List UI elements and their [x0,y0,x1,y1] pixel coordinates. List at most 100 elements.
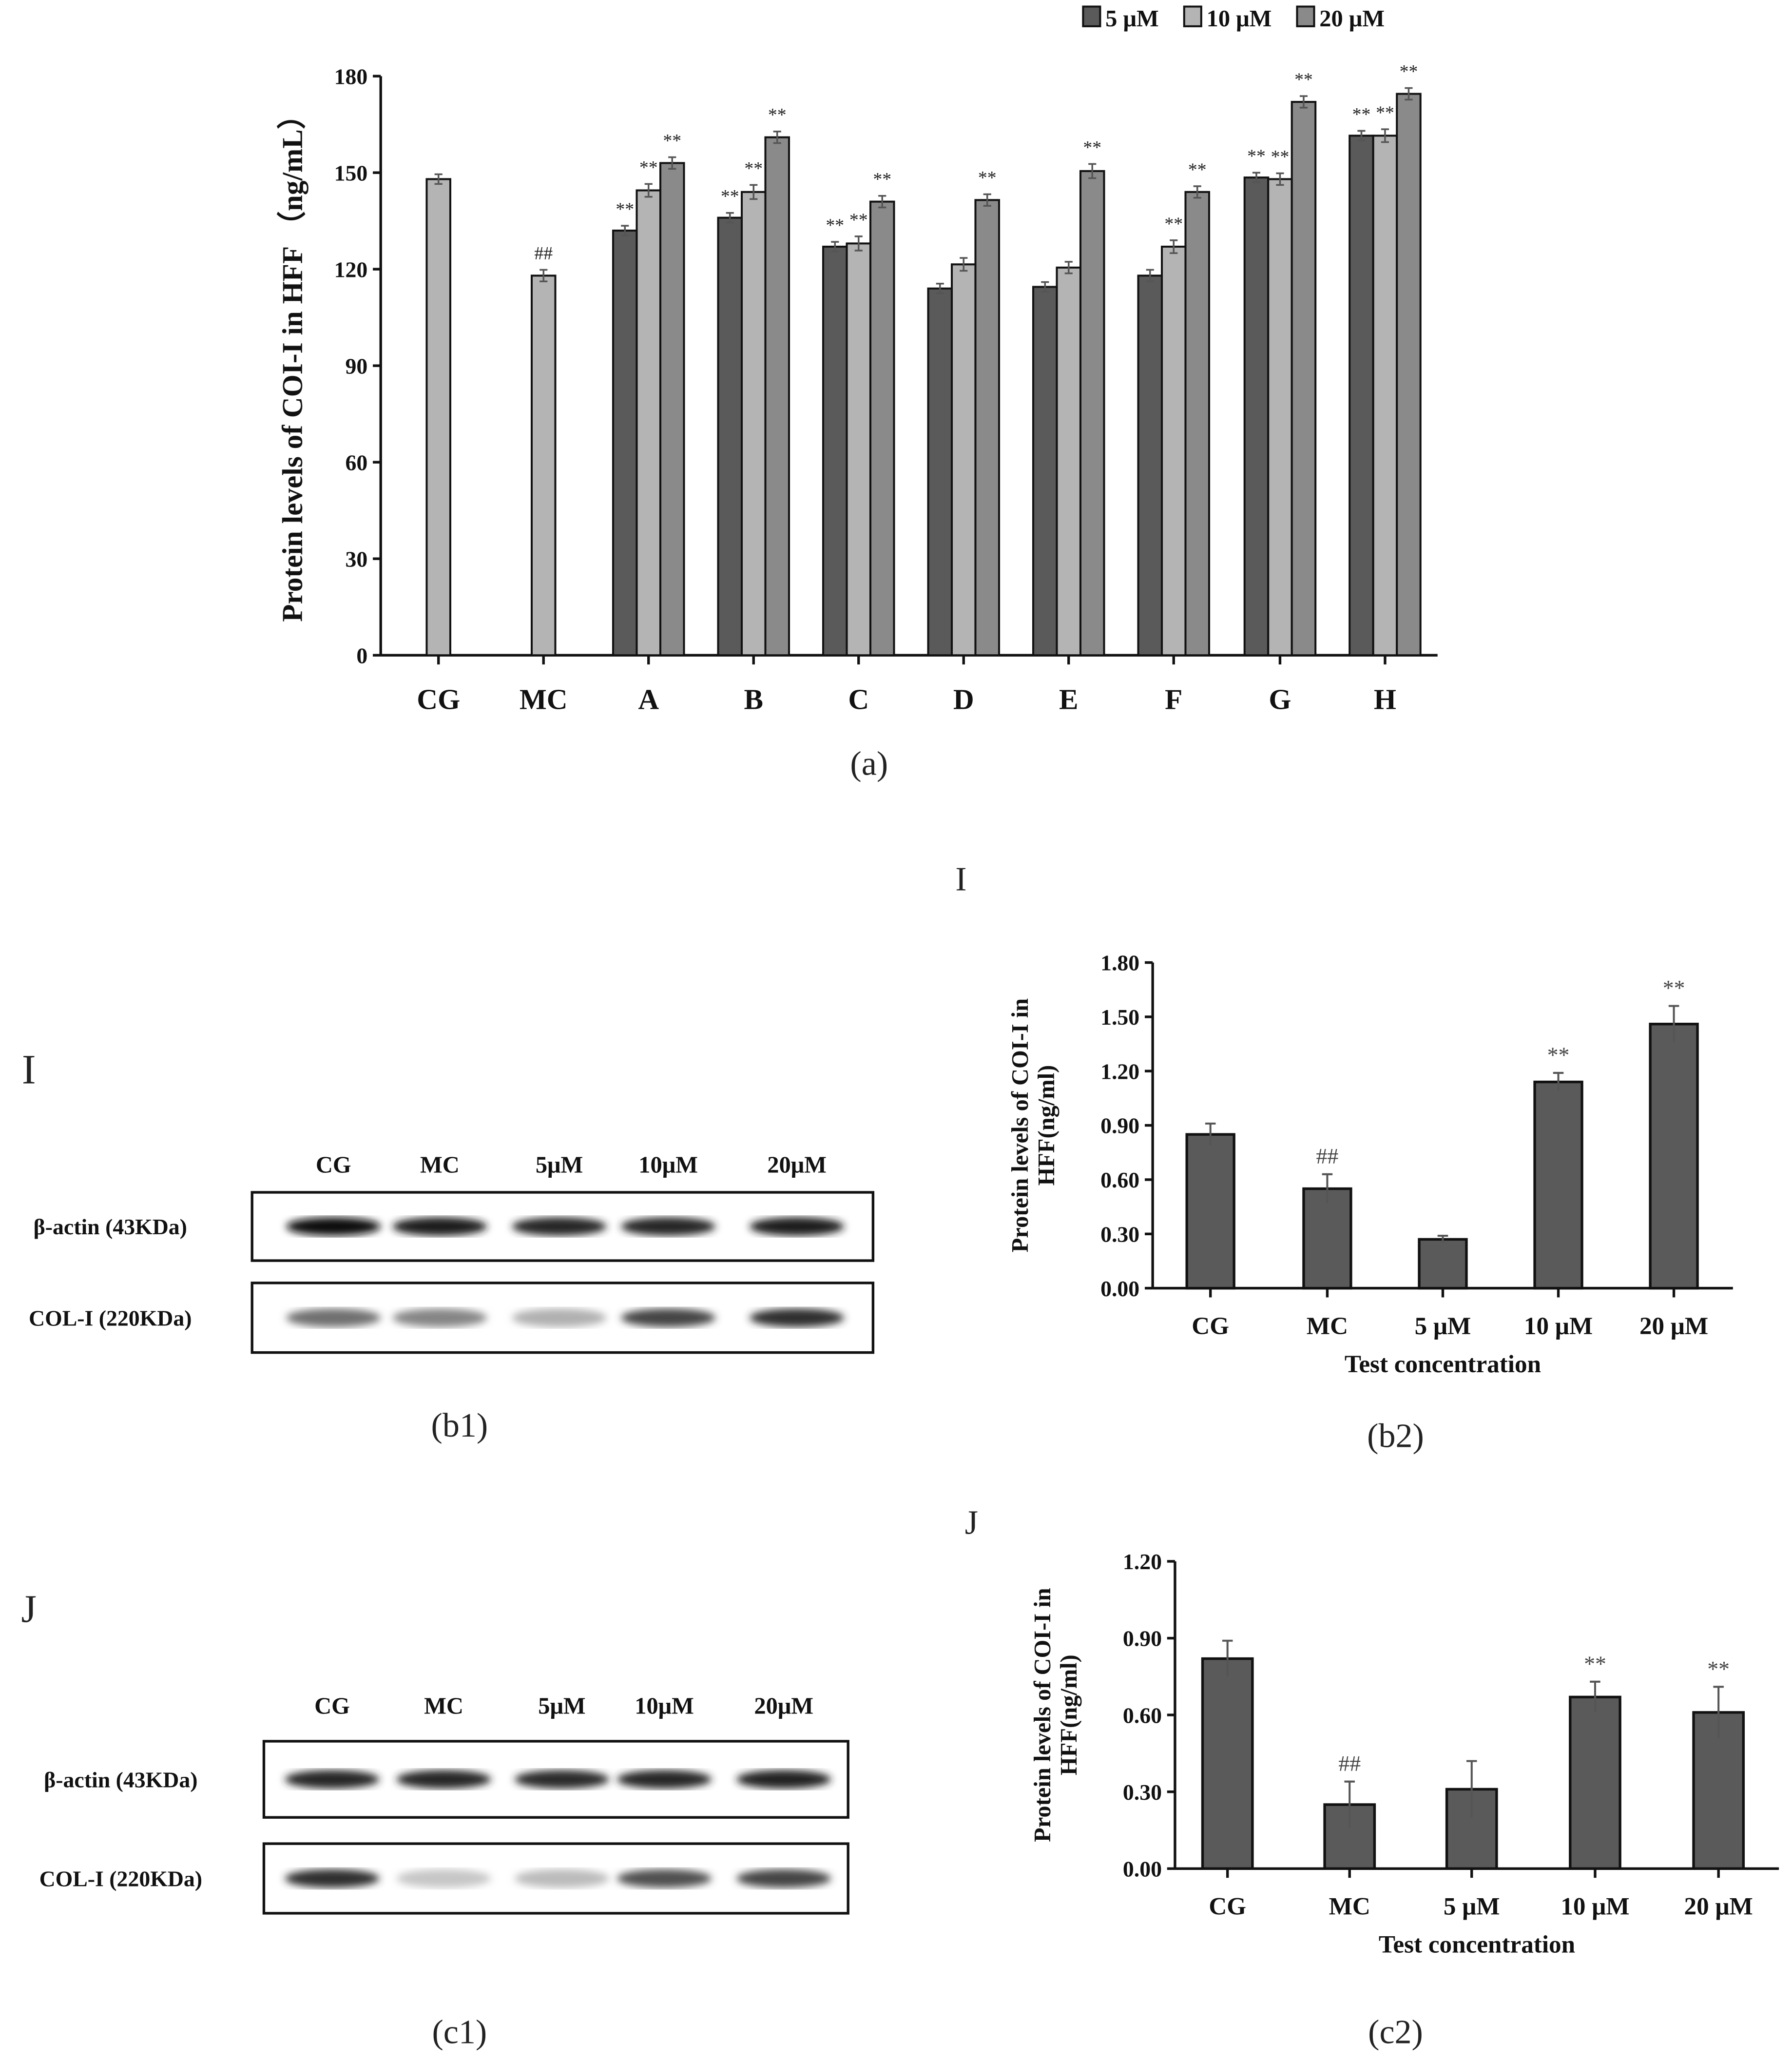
legend-label: 10 μM [1207,6,1272,32]
significance-marker: ** [663,131,681,151]
lane-label: 20μM [767,1152,827,1178]
significance-marker: ** [721,186,739,207]
y-axis-label-line2: HFF(ng/ml) [1034,1065,1060,1186]
y-tick-label: 0.90 [1123,1626,1162,1651]
y-tick-label: 1.20 [1100,1059,1139,1084]
chart-b2: 0.00 0.30 0.60 0.90 1.20 1.50 1.80 CG MC ## 5 μM 10… [1007,951,1733,1378]
significance-marker: ** [768,105,787,125]
bar-F-0 [1137,274,1163,657]
significance-marker: ** [849,210,868,230]
x-tick-label: 5 μM [1415,1312,1471,1340]
error-bar [1466,1760,1477,1818]
x-tick-label: D [953,683,974,716]
significance-marker: ## [1316,1144,1339,1168]
significance-marker: ** [1164,214,1183,234]
significance-marker: ** [1247,146,1266,167]
x-axis-label: Test concentration [1345,1350,1541,1378]
bar-G-1 [1267,178,1293,657]
significance-marker: ** [744,158,763,179]
protein-band [750,1217,845,1236]
label-I-left: I [22,1046,36,1092]
y-axis-label: Protein levels of COI-I in HFF （ng/mL） [276,100,308,622]
significance-marker: ** [1400,61,1418,82]
error-bar [1713,1686,1724,1738]
y-tick-label: 1.20 [1123,1549,1162,1574]
x-tick-label: C [848,683,869,716]
row-label: COL-I (220KDa) [29,1305,192,1330]
protein-band [514,1869,609,1888]
western-blot-b1: CG MC 5μM 10μM 20μM β-actin (43KDa) COL-I (220… [29,1152,875,1354]
protein-band [286,1308,381,1327]
bar-B-0 [717,216,743,657]
significance-marker: ** [826,215,844,236]
row-label: β-actin (43KDa) [44,1767,197,1792]
y-tick-label: 0.30 [1123,1780,1162,1805]
y-tick-label: 1.80 [1100,951,1139,975]
protein-band [396,1869,491,1888]
protein-band [512,1308,607,1327]
bar-H-1 [1372,135,1398,657]
panel-label-a: (a) [850,745,888,782]
error-bar [726,212,734,224]
bar-E-0 [1032,286,1058,657]
bar-E-1 [1056,266,1082,657]
error-bar [854,235,863,252]
x-tick-label: B [744,683,763,716]
error-bar [1299,95,1308,109]
error-bar [878,195,886,209]
error-bar [1088,163,1097,179]
error-bar [1146,269,1154,283]
bar-D-0 [927,287,953,657]
error-bar [668,156,676,170]
error-bar [1553,1071,1564,1091]
error-bar [936,283,944,294]
y-tick-label: 0.00 [1123,1856,1162,1881]
row-label: β-actin (43KDa) [34,1214,187,1239]
protein-band [750,1308,845,1327]
y-tick-label: 150 [334,160,368,185]
x-tick-label: H [1374,683,1396,716]
protein-band [512,1217,607,1236]
bar-MC-1 [530,274,557,657]
bar-A-1 [636,189,662,657]
bar-B-2 [764,136,790,657]
panel-label-b2: (b2) [1367,1418,1424,1455]
significance-marker: ** [1707,1656,1730,1681]
bar-B-1 [740,191,767,657]
x-tick-label: 20 μM [1684,1893,1753,1921]
significance-marker: ** [1188,159,1207,180]
lane-label: 5μM [538,1693,585,1719]
y-axis-label-line2: HFF(ng/ml) [1056,1654,1082,1775]
chart-c2: 0.00 0.30 0.60 0.90 1.20 CG MC ## 5 μM 10 μM ** 20 … [1030,1549,1779,1959]
bar-20 μM [1649,1023,1699,1290]
bar-H-0 [1349,135,1374,657]
bar-5 μM [1418,1238,1468,1290]
significance-marker: ## [534,243,553,264]
bar-D-2 [974,199,1001,657]
y-tick-label: 0.60 [1123,1703,1162,1728]
significance-marker: ** [1083,137,1101,158]
error-bar [983,193,991,207]
bar-A-0 [612,230,638,657]
protein-band [514,1770,609,1789]
x-tick-label: E [1059,683,1079,716]
error-bar [1193,185,1201,199]
error-bar [621,225,629,236]
error-bar [960,257,968,272]
label-J-left: J [21,1587,37,1631]
error-bar [1381,128,1389,143]
error-bar [773,131,781,144]
y-tick-label: 1.50 [1100,1005,1139,1030]
significance-marker: ** [639,157,658,178]
protein-band [736,1869,831,1888]
significance-marker: ** [1294,70,1313,90]
bar-E-2 [1079,170,1105,657]
x-tick-label: 10 μM [1561,1893,1629,1921]
error-bar [434,173,443,185]
legend-label: 5 μM [1105,6,1159,32]
bar-G-0 [1243,176,1270,657]
error-bar [1205,1122,1216,1146]
bar-10 μM [1569,1695,1621,1870]
